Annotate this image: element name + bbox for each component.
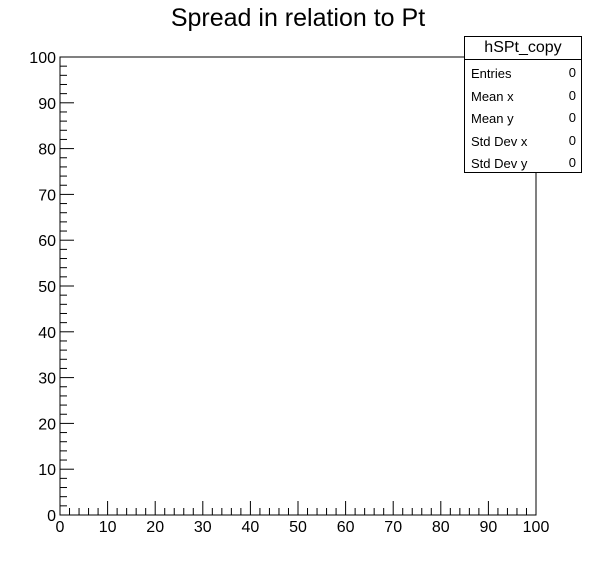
stats-box-name: hSPt_copy (465, 37, 581, 60)
stats-row-entries: Entries 0 (465, 60, 581, 83)
x-tick-label: 10 (99, 519, 117, 536)
y-tick-label: 20 (38, 416, 56, 433)
y-tick-label: 90 (38, 96, 56, 113)
stats-value: 0 (568, 132, 576, 148)
y-axis: 0 10 20 30 40 50 60 70 80 90 100 (29, 50, 74, 525)
stats-label: Std Dev y (471, 156, 528, 171)
x-tick-label: 20 (146, 519, 164, 536)
x-tick-label: 80 (432, 519, 450, 536)
y-tick-label: 30 (38, 371, 56, 388)
stats-label: Entries (471, 66, 512, 81)
chart-title: Spread in relation to Pt (170, 4, 426, 32)
stats-value: 0 (568, 155, 576, 170)
y-tick-label: 60 (38, 233, 56, 250)
y-tick-label: 0 (47, 508, 56, 525)
stats-box: hSPt_copy Entries 0 Mean x 0 Mean y 0 St… (464, 36, 582, 173)
x-tick-label: 0 (56, 519, 65, 536)
x-tick-label: 30 (194, 519, 212, 536)
stats-row-mean-y: Mean y 0 (465, 105, 581, 128)
stats-value: 0 (568, 110, 576, 125)
y-tick-label: 80 (38, 142, 56, 159)
x-tick-label: 50 (289, 519, 307, 536)
x-tick-label: 40 (242, 519, 260, 536)
stats-row-mean-x: Mean x 0 (465, 83, 581, 106)
stats-label: Mean x (471, 88, 514, 104)
y-tick-label: 10 (38, 462, 56, 479)
x-tick-label: 100 (523, 519, 550, 536)
y-tick-label: 100 (29, 50, 56, 67)
stats-row-std-dev-x: Std Dev x 0 (465, 128, 581, 151)
stats-label: Mean y (471, 111, 514, 126)
x-tick-label: 70 (384, 519, 402, 536)
y-tick-label: 40 (38, 325, 56, 342)
stats-label: Std Dev x (471, 133, 528, 149)
y-tick-label: 70 (38, 187, 56, 204)
x-tick-label: 90 (480, 519, 498, 536)
stats-value: 0 (568, 87, 576, 103)
x-axis: 0 10 20 30 40 50 60 70 80 90 100 (56, 501, 550, 536)
x-tick-label: 60 (337, 519, 355, 536)
stats-row-std-dev-y: Std Dev y 0 (465, 150, 581, 173)
stats-value: 0 (568, 65, 576, 80)
y-tick-label: 50 (38, 279, 56, 296)
